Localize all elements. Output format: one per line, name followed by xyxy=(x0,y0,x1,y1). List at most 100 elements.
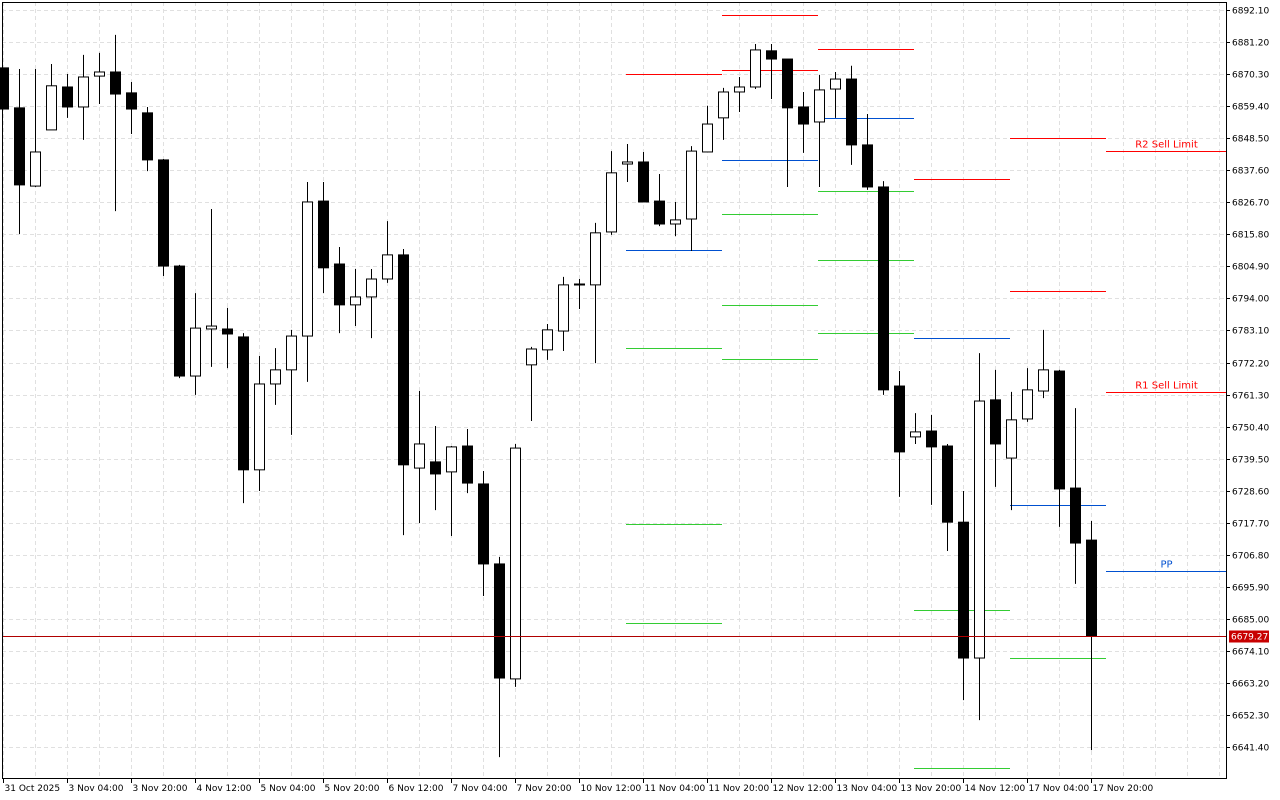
candle-bullish xyxy=(46,85,57,131)
candle-bearish xyxy=(430,461,441,475)
price-tick-label: 6717.70 xyxy=(1232,520,1269,530)
pivot-levels: R2 Sell Limit R1 Sell Limit PP xyxy=(626,15,1226,769)
price-tick-label: 6848.50 xyxy=(1232,135,1269,145)
candle-bullish xyxy=(206,325,217,330)
candle-bearish xyxy=(878,186,889,391)
plot-frame xyxy=(2,2,1227,779)
candle-bearish xyxy=(926,430,937,448)
current-price: 6679.27 xyxy=(2,630,1269,643)
time-tick-label: 11 Nov 04:00 xyxy=(645,784,706,794)
price-tick-label: 6859.40 xyxy=(1232,103,1269,113)
candle-bearish xyxy=(494,563,505,679)
candle-bearish xyxy=(110,71,121,95)
time-axis[interactable]: 31 Oct 2025 3 Nov 04:00 3 Nov 20:00 4 Nov 1… xyxy=(3,778,1154,794)
price-tick-label: 6641.40 xyxy=(1232,744,1269,754)
price-tick-label: 6695.90 xyxy=(1232,584,1269,594)
price-tick-label: 6804.90 xyxy=(1232,263,1269,273)
candle-bearish xyxy=(158,159,169,267)
candle-bearish xyxy=(174,265,185,377)
candle-bullish xyxy=(286,335,297,371)
candle-bullish xyxy=(1022,389,1033,420)
current-price-label: 6679.27 xyxy=(1231,633,1268,643)
candle-bearish xyxy=(318,200,329,269)
time-tick-label: 11 Nov 20:00 xyxy=(709,784,770,794)
price-tick-label: 6761.30 xyxy=(1232,392,1269,402)
candle-bullish xyxy=(414,443,425,469)
candle-bearish xyxy=(1054,370,1065,490)
price-tick-label: 6706.80 xyxy=(1232,552,1269,562)
candle-bearish xyxy=(958,521,969,659)
level-label: PP xyxy=(1160,560,1172,571)
candle-bullish xyxy=(910,431,921,438)
candle-bullish xyxy=(302,201,313,337)
price-axis[interactable]: 6892.10 6881.20 6870.30 6859.40 6848.50 6837.… xyxy=(1226,7,1269,754)
candle-bullish xyxy=(1006,419,1017,459)
candle-bearish xyxy=(238,336,249,471)
candle-bearish xyxy=(862,144,873,188)
level-label: R1 Sell Limit xyxy=(1135,381,1198,392)
time-tick-label: 17 Nov 20:00 xyxy=(1093,784,1154,794)
candle-bearish xyxy=(990,399,1001,445)
candle-bearish xyxy=(0,67,9,110)
price-tick-label: 6783.10 xyxy=(1232,327,1269,337)
time-tick-label: 13 Nov 04:00 xyxy=(837,784,898,794)
candle-bearish xyxy=(334,263,345,306)
time-tick-label: 31 Oct 2025 xyxy=(5,784,61,794)
time-tick-label: 5 Nov 20:00 xyxy=(325,784,380,794)
candle-bullish xyxy=(254,383,265,471)
candle-bearish xyxy=(1086,539,1097,637)
time-tick-label: 10 Nov 12:00 xyxy=(581,784,642,794)
price-tick-label: 6892.10 xyxy=(1232,7,1269,17)
candle-bearish xyxy=(14,107,25,186)
price-tick-label: 6826.70 xyxy=(1232,199,1269,209)
price-tick-label: 6663.20 xyxy=(1232,680,1269,690)
candle-bullish xyxy=(542,329,553,351)
candle-bullish xyxy=(558,284,569,332)
candle-bullish xyxy=(270,369,281,385)
price-tick-label: 6750.40 xyxy=(1232,424,1269,434)
candle-bearish xyxy=(654,200,665,225)
price-tick-label: 6837.60 xyxy=(1232,167,1269,177)
candle-bullish xyxy=(670,219,681,225)
candle-bullish xyxy=(830,78,841,90)
candle-bullish xyxy=(510,447,521,680)
price-tick-label: 6685.00 xyxy=(1232,616,1269,626)
time-tick-label: 5 Nov 04:00 xyxy=(261,784,316,794)
candle-bullish xyxy=(190,327,201,377)
price-tick-label: 6815.80 xyxy=(1232,231,1269,241)
candle-bearish xyxy=(942,445,953,523)
candle-bullish xyxy=(526,348,537,366)
candle-bullish xyxy=(974,400,985,659)
candle-bearish xyxy=(142,112,153,161)
candles xyxy=(0,34,1097,758)
candle-bullish xyxy=(30,151,41,187)
time-tick-label: 7 Nov 04:00 xyxy=(453,784,508,794)
time-tick-label: 17 Nov 04:00 xyxy=(1029,784,1090,794)
price-tick-label: 6739.50 xyxy=(1232,456,1269,466)
price-tick-label: 6881.20 xyxy=(1232,39,1269,49)
current-price-badge xyxy=(1229,630,1269,643)
price-tick-label: 6652.30 xyxy=(1232,712,1269,722)
time-tick-label: 13 Nov 20:00 xyxy=(901,784,962,794)
candle-bullish xyxy=(350,296,361,306)
candle-bullish xyxy=(734,86,745,93)
candle-bullish xyxy=(606,172,617,233)
candle-bullish xyxy=(750,49,761,88)
candle-bearish xyxy=(766,50,777,60)
candle-bearish xyxy=(894,385,905,453)
candle-bullish xyxy=(1038,369,1049,392)
candle-bearish xyxy=(62,86,73,108)
price-tick-label: 6728.60 xyxy=(1232,488,1269,498)
candle-bullish xyxy=(622,161,633,165)
candle-bearish xyxy=(1070,487,1081,544)
candle-bullish xyxy=(686,150,697,220)
grid xyxy=(2,2,1226,778)
candle-bullish xyxy=(814,89,825,123)
candle-bearish xyxy=(638,161,649,203)
candle-bearish xyxy=(798,106,809,125)
candle-bullish xyxy=(574,283,585,286)
time-tick-label: 4 Nov 12:00 xyxy=(197,784,252,794)
candle-bullish xyxy=(382,254,393,280)
candle-bearish xyxy=(846,78,857,146)
